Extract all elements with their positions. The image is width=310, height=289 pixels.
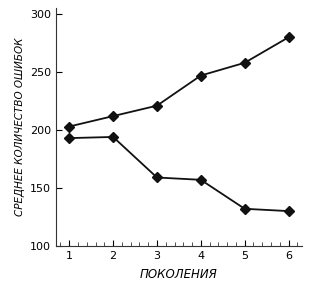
Y-axis label: СРЕДНЕЕ КОЛИЧЕСТВО ОШИБОК: СРЕДНЕЕ КОЛИЧЕСТВО ОШИБОК	[15, 38, 24, 216]
X-axis label: ПОКОЛЕНИЯ: ПОКОЛЕНИЯ	[140, 268, 218, 281]
